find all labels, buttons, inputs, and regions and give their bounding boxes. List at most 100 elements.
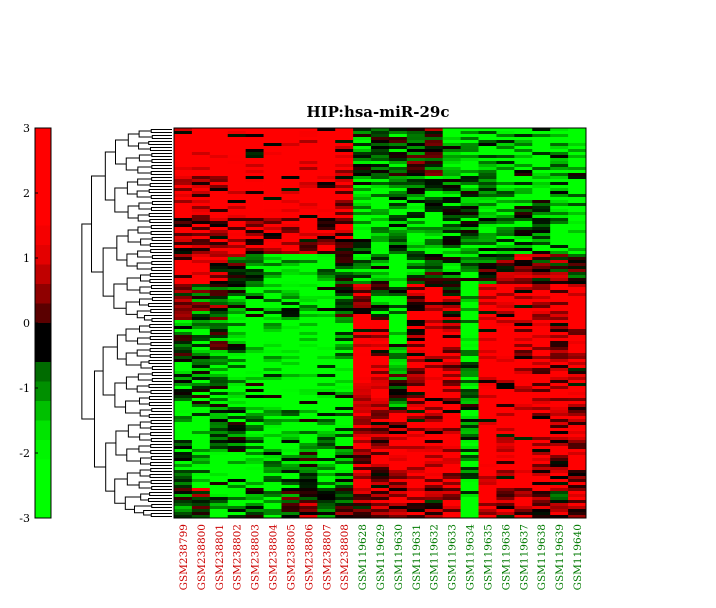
heatmap-cell <box>550 311 569 315</box>
heatmap-cell <box>335 305 354 309</box>
heatmap-cell <box>532 302 551 306</box>
heatmap-cell <box>174 362 193 366</box>
heatmap-cell <box>496 455 515 459</box>
heatmap-cell <box>227 260 247 264</box>
heatmap-cell <box>317 323 336 327</box>
heatmap-cell <box>388 443 408 447</box>
heatmap-cell <box>174 251 193 255</box>
heatmap-cell <box>371 287 390 291</box>
heatmap-cell <box>460 146 479 150</box>
heatmap-cell <box>478 389 497 393</box>
heatmap-cell <box>371 380 390 384</box>
heatmap-cell <box>245 377 264 381</box>
heatmap-cell <box>191 488 211 492</box>
heatmap-cell <box>335 314 354 318</box>
heatmap-cell <box>568 374 587 378</box>
heatmap-cell <box>281 269 300 273</box>
heatmap-cell <box>460 161 479 165</box>
heatmap-cell <box>263 155 282 159</box>
dendrogram-branch <box>139 421 152 429</box>
heatmap-cell <box>550 248 569 252</box>
heatmap-cell <box>245 161 264 165</box>
heatmap-cell <box>514 449 533 453</box>
heatmap-cell <box>424 323 444 327</box>
heatmap-cell <box>174 212 193 216</box>
heatmap-cell <box>174 356 193 360</box>
heatmap-cell <box>496 206 515 210</box>
heatmap-cell <box>514 257 533 261</box>
heatmap-cell <box>191 431 211 435</box>
heatmap-cell <box>532 368 551 372</box>
heatmap-cell <box>299 131 318 135</box>
heatmap-cell <box>371 182 390 186</box>
heatmap-cell <box>460 248 479 252</box>
heatmap-cell <box>227 476 247 480</box>
heatmap-cell <box>335 491 354 495</box>
heatmap-cell <box>174 503 193 507</box>
heatmap-cell <box>532 326 551 330</box>
heatmap-cell <box>174 332 193 336</box>
heatmap-cell <box>371 164 390 168</box>
heatmap-cell <box>281 347 300 351</box>
heatmap-cell <box>245 179 264 183</box>
dendrogram-branch <box>140 238 153 246</box>
heatmap-cell <box>227 146 247 150</box>
heatmap-cell <box>532 332 551 336</box>
dendrogram-branch <box>127 205 139 219</box>
heatmap-cell <box>263 503 282 507</box>
sample-label: GSM238804 <box>268 524 280 591</box>
heatmap-cell <box>245 431 264 435</box>
heatmap-cell <box>227 365 247 369</box>
heatmap-cell <box>371 152 390 156</box>
heatmap-cell <box>263 440 282 444</box>
heatmap-cell <box>299 245 318 249</box>
heatmap-cell <box>478 473 497 477</box>
heatmap-cell <box>496 236 515 240</box>
heatmap-cell <box>442 479 462 483</box>
heatmap-cell <box>353 446 372 450</box>
heatmap-cell <box>371 296 390 300</box>
heatmap-cell <box>406 467 426 471</box>
heatmap-cell <box>532 134 551 138</box>
heatmap-cell <box>263 470 282 474</box>
heatmap-cell <box>191 212 211 216</box>
heatmap-cell <box>371 455 390 459</box>
heatmap-cell <box>245 266 264 270</box>
heatmap-cell <box>442 515 462 519</box>
heatmap-cell <box>406 506 426 510</box>
heatmap-cell <box>388 161 408 165</box>
heatmap-cell <box>245 338 264 342</box>
heatmap-cell <box>353 503 372 507</box>
heatmap-cell <box>281 173 300 177</box>
heatmap-cell <box>388 386 408 390</box>
heatmap-cell <box>174 458 193 462</box>
heatmap-cell <box>335 329 354 333</box>
heatmap-cell <box>317 416 336 420</box>
heatmap-cell <box>388 131 408 135</box>
heatmap-cell <box>532 410 551 414</box>
heatmap-cell <box>227 488 247 492</box>
heatmap-cell <box>191 308 211 312</box>
heatmap-cell <box>245 272 264 276</box>
heatmap-cell <box>227 197 247 201</box>
heatmap-cell <box>281 167 300 171</box>
heatmap-cell <box>299 479 318 483</box>
heatmap-cell <box>460 230 479 234</box>
heatmap-cell <box>335 296 354 300</box>
heatmap-cell <box>568 299 587 303</box>
heatmap-cell <box>568 293 587 297</box>
heatmap-cell <box>227 401 247 405</box>
colorbar-tick-label: 0 <box>23 317 30 330</box>
heatmap-cell <box>281 500 300 504</box>
heatmap-cell <box>335 143 354 147</box>
heatmap-cell <box>550 293 569 297</box>
heatmap-cell <box>568 158 587 162</box>
heatmap-cell <box>371 149 390 153</box>
heatmap-cell <box>532 347 551 351</box>
heatmap-cell <box>496 185 515 189</box>
heatmap-cell <box>568 212 587 216</box>
heatmap-cell <box>209 422 229 426</box>
heatmap-cell <box>568 356 587 360</box>
heatmap-cell <box>227 167 247 171</box>
heatmap-cell <box>245 275 264 279</box>
